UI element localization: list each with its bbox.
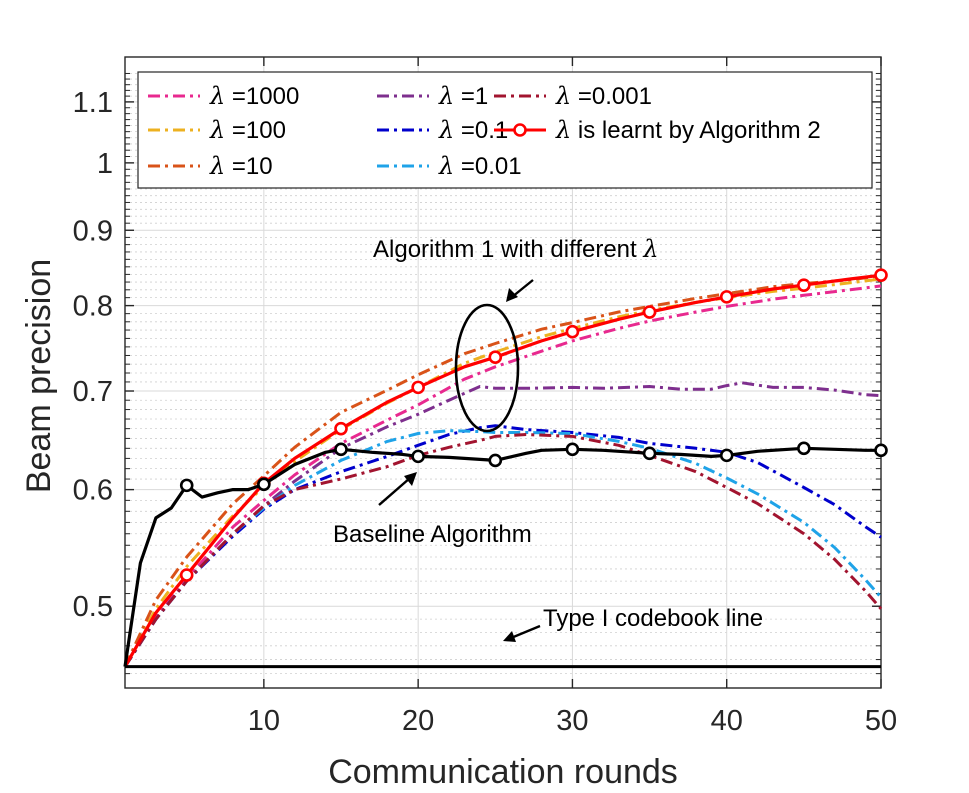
legend-entry: λ =1000 [209, 82, 299, 110]
series-marker-lambda-is-learnt-by-algorithm-2 [719, 290, 734, 304]
x-tick-label: 40 [711, 705, 743, 737]
lambda-symbol: λ [209, 152, 225, 180]
y-tick-label: 0.9 [73, 215, 113, 247]
x-axis-label: Communication rounds [328, 753, 678, 791]
annotation-arrow-line [510, 624, 541, 640]
annotation-baseline-text: Baseline Algorithm [333, 521, 532, 548]
y-tick-label: 1.1 [73, 87, 113, 119]
x-tick-label: 50 [865, 705, 897, 737]
series-marker-baseline-algorithm [874, 443, 888, 458]
lambda-symbol: λ [438, 152, 454, 180]
axis-ticks: 0.5 0.6 0.7 0.8 0.9 1 1.1 10 20 30 40 50 [73, 57, 897, 737]
lambda-symbol: λ [209, 116, 225, 144]
legend-entry: λ is learnt by Algorithm 2 [555, 116, 821, 144]
lambda-symbol: λ [438, 116, 454, 144]
y-tick-label: 0.8 [73, 291, 113, 323]
series-marker-baseline-algorithm [488, 453, 503, 468]
annotation-arrowhead [404, 472, 417, 486]
x-tick-label: 30 [556, 705, 588, 737]
series-marker-baseline-algorithm [642, 446, 657, 461]
annotation-algorithm1: Algorithm 1 with different λ [373, 235, 659, 433]
legend-label: =0.01 [454, 153, 521, 180]
series-marker-lambda-is-learnt-by-algorithm-2 [411, 380, 425, 395]
legend-entry: λ =1 [438, 82, 488, 110]
series-line-lambda-0-1 [123, 424, 882, 668]
y-axis-label: Beam precision [20, 259, 58, 493]
series-marker-baseline-algorithm [719, 448, 734, 463]
x-tick-label: 10 [248, 705, 280, 737]
lambda-symbol: λ [555, 116, 571, 144]
series-marker-lambda-is-learnt-by-algorithm-2 [488, 350, 503, 364]
legend-entry: λ =100 [209, 116, 286, 144]
legend-marker [513, 123, 527, 137]
lambda-symbol: λ [642, 235, 658, 263]
lambda-symbol: λ [209, 82, 225, 110]
series-line-baseline-algorithm [123, 446, 881, 667]
legend-entry: λ =0.001 [555, 82, 652, 110]
series-marker-lambda-is-learnt-by-algorithm-2 [334, 421, 348, 436]
series-marker-lambda-is-learnt-by-algorithm-2 [797, 278, 811, 292]
legend-label: =1 [454, 83, 488, 110]
annotation-type1-text: Type I codebook line [543, 605, 763, 632]
y-tick-label: 0.5 [73, 591, 113, 623]
series-marker-lambda-is-learnt-by-algorithm-2 [642, 305, 657, 319]
annotation-ellipse [454, 303, 520, 433]
series-marker-baseline-algorithm [334, 442, 348, 457]
y-tick-label: 0.6 [73, 475, 113, 507]
annotation-type1: Type I codebook line [503, 605, 763, 642]
series-marker-lambda-is-learnt-by-algorithm-2 [874, 268, 888, 282]
legend-label: is learnt by Algorithm 2 [571, 117, 820, 144]
series-line-lambda-0-01 [123, 429, 883, 668]
y-tick-label: 0.7 [73, 376, 113, 408]
annotation-algorithm1-prefix: Algorithm 1 with different [373, 236, 643, 263]
series-marker-baseline-algorithm [257, 477, 271, 492]
legend-entry: λ =10 [209, 152, 273, 180]
series-marker-baseline-algorithm [411, 449, 425, 464]
annotation-algorithm1-text: Algorithm 1 with different λ [373, 235, 659, 263]
legend-entry: λ =0.01 [438, 152, 522, 180]
series-marker-lambda-is-learnt-by-algorithm-2 [565, 324, 580, 339]
lambda-symbol: λ [555, 82, 571, 110]
series-line-lambda-1000 [123, 284, 882, 668]
legend-entry: λ =0.1 [438, 116, 508, 144]
series-group [123, 268, 888, 669]
series-marker-baseline-algorithm [797, 441, 811, 456]
annotation-baseline: Baseline Algorithm [333, 472, 532, 548]
lambda-symbol: λ [438, 82, 454, 110]
annotation-arrowhead [506, 288, 518, 302]
x-tick-label: 20 [402, 705, 434, 737]
series-line-lambda-10 [123, 274, 882, 668]
y-tick-label: 1 [97, 148, 113, 180]
legend-label: =0.001 [571, 83, 652, 110]
annotation-arrow-line [511, 279, 534, 298]
annotation-arrow-line [378, 477, 411, 506]
legend-label: =10 [225, 153, 272, 180]
legend-label: =1000 [225, 83, 299, 110]
legend-label: =100 [225, 117, 286, 144]
series-line-lambda-0-001 [123, 433, 883, 668]
series-marker-lambda-is-learnt-by-algorithm-2 [179, 568, 194, 582]
series-marker-baseline-algorithm [565, 442, 580, 457]
series-marker-baseline-algorithm [179, 478, 194, 493]
annotation-arrowhead [503, 631, 516, 642]
series-line-lambda-1 [123, 381, 882, 668]
